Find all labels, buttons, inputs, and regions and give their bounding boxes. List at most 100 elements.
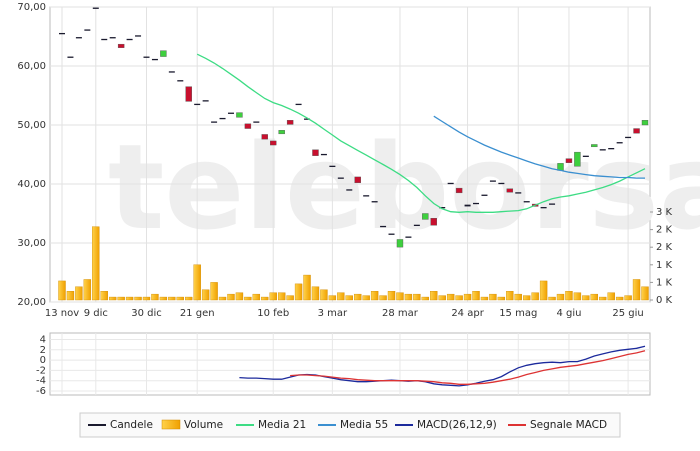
volume-bar [590, 293, 599, 301]
candle [295, 103, 302, 106]
macd-panel [49, 332, 651, 396]
candle [312, 149, 319, 156]
candle [549, 203, 556, 205]
candle [177, 80, 184, 82]
volume-bar [463, 293, 472, 301]
volume-bar [531, 292, 539, 301]
candle [244, 123, 252, 129]
candle [236, 112, 243, 118]
candle [523, 201, 530, 203]
candle [498, 182, 505, 185]
candle [337, 177, 344, 179]
candle [278, 130, 285, 135]
x-tick-label: 9 dic [84, 308, 108, 319]
volume-bar [370, 291, 379, 301]
candle [143, 56, 150, 58]
volume-bar [100, 291, 108, 301]
volume-bar [472, 291, 480, 301]
candle [135, 35, 142, 37]
candle [286, 120, 294, 125]
candle [371, 201, 378, 203]
volume-bar [159, 296, 168, 301]
y-tick-label: 40,00 [17, 179, 46, 190]
candle [346, 189, 353, 191]
volume-bar [354, 293, 362, 301]
candle [84, 29, 91, 31]
volume-bar [252, 293, 261, 301]
main-panel [49, 6, 651, 303]
volume-bar [582, 295, 590, 301]
x-tick-label: 25 giu [612, 308, 643, 319]
y2-tick-label: 2 K [656, 225, 673, 236]
volume-bar [607, 292, 615, 301]
line [290, 350, 646, 385]
candle [464, 204, 471, 207]
candle [481, 194, 488, 196]
legend: Candele Volume Media 21 Media 55 MACD(26,12,… [88, 419, 607, 431]
candle [473, 202, 480, 205]
volume-bar [244, 296, 252, 301]
y-tick-label: 0 [40, 355, 46, 366]
volume-bar [176, 296, 184, 301]
volume-bar [193, 264, 201, 301]
y2-tick-label: 1 K [656, 277, 673, 288]
candle [59, 32, 65, 35]
volume-bar [430, 291, 438, 301]
x-tick-label: 15 mag [499, 308, 537, 319]
volume-bar [218, 296, 227, 301]
candle [388, 233, 395, 235]
candle [92, 7, 99, 9]
legend-swatch [161, 419, 181, 430]
volume-bar [387, 291, 396, 301]
volume-bar [58, 280, 66, 301]
volume-bar [514, 293, 522, 301]
y2-tick-label: 3 K [656, 207, 673, 218]
volume-bar [303, 274, 311, 301]
candle [194, 103, 201, 106]
y2-tick-label: 0 K [656, 295, 673, 306]
x-tick-label: 30 dic [131, 308, 162, 319]
candle [430, 218, 437, 226]
candle [202, 100, 209, 102]
volume-bar [320, 289, 328, 301]
volume-bar [345, 295, 353, 301]
volume-bar [286, 295, 294, 301]
volume-bar [75, 286, 83, 301]
candle [126, 38, 133, 41]
volume-bar [413, 293, 421, 301]
y-tick-label: 60,00 [17, 61, 46, 72]
volume-bar [151, 293, 159, 301]
candle [633, 128, 640, 134]
x-tick-label: 21 gen [180, 308, 215, 319]
legend-label: Candele [110, 419, 153, 431]
candle [582, 155, 589, 157]
candle [380, 225, 387, 228]
legend-label: Media 55 [340, 419, 388, 431]
line [196, 53, 646, 213]
volume-bar [573, 292, 582, 301]
volume-bar [539, 280, 548, 301]
x-tick-label: 24 apr [451, 308, 484, 319]
candle [625, 136, 632, 139]
candle [160, 50, 167, 57]
candle [616, 142, 623, 144]
legend-label: Segnale MACD [530, 419, 607, 431]
volume-bar [379, 295, 387, 301]
volume-bar [404, 293, 413, 301]
volume-bar [506, 291, 514, 301]
candle [405, 236, 412, 238]
volume-bar [142, 296, 151, 301]
candle [422, 213, 429, 220]
legend-label: Volume [184, 419, 223, 431]
candle [253, 121, 260, 123]
legend-label: MACD(26,12,9) [417, 419, 497, 431]
candle [455, 187, 463, 194]
y-tick-label: 70,00 [17, 2, 46, 13]
volume-bar [421, 296, 430, 301]
volume-bar [615, 296, 624, 301]
candle [320, 153, 327, 156]
y-tick-label: 50,00 [17, 120, 46, 131]
grid: 20,00 30,00 40,00 50,00 60,00 70,00 0 K 1 K 1 K 2… [17, 2, 672, 397]
volume-bar [362, 295, 370, 301]
